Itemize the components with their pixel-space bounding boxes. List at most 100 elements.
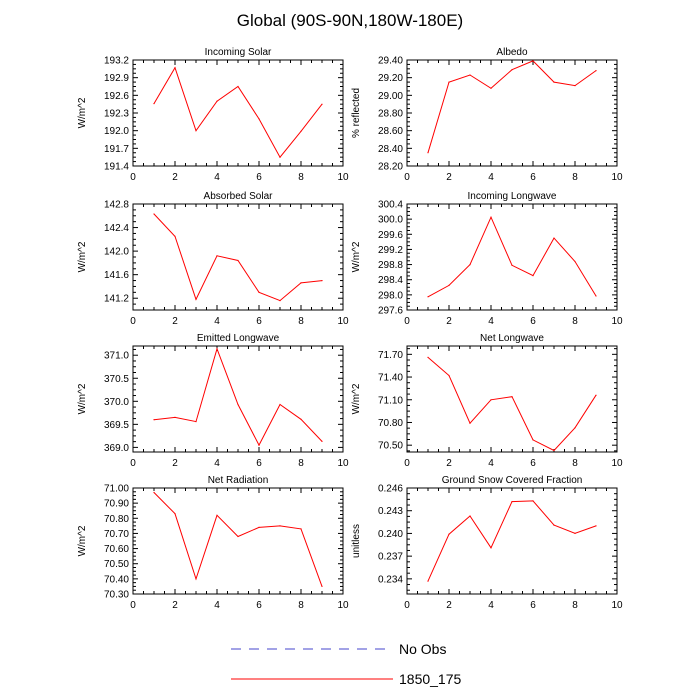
y-tick-label-incoming-longwave: 298.0 [378,290,403,301]
y-tick-label-emitted-longwave: 371.0 [104,351,129,362]
y-tick-label-net-longwave: 70.80 [378,418,403,429]
x-tick-label-albedo: 6 [530,172,536,183]
y-tick-label-net-radiation: 70.90 [104,499,129,510]
chart-ground-snow-covered-fraction: Ground Snow Covered Fraction 0 2 4 6 8 10 0.234… [351,475,623,611]
data-point-net-radiation [279,525,281,527]
data-point-incoming-longwave [553,237,555,239]
x-tick-label-emitted-longwave: 10 [337,458,349,469]
y-axis-label-ground-snow-covered-fraction: unitless [351,524,362,558]
plot-frame-incoming-longwave [406,203,618,311]
y-tick-label-incoming-longwave: 298.4 [378,275,403,286]
data-point-net-longwave [448,374,450,377]
x-tick-label-albedo: 0 [404,172,410,183]
x-tick-label-ground-snow-covered-fraction: 2 [446,600,452,611]
data-point-absorbed-solar [258,291,260,293]
x-tick-label-absorbed-solar: 6 [256,316,262,327]
plot-frame-absorbed-solar [132,203,344,311]
y-tick-label-incoming-longwave: 300.0 [378,215,403,226]
x-tick-label-absorbed-solar: 4 [214,316,220,327]
y-tick-label-incoming-longwave: 299.2 [378,245,403,256]
y-tick-label-albedo: 28.40 [378,144,403,155]
data-point-emitted-longwave [174,416,176,418]
x-tick-label-ground-snow-covered-fraction: 4 [488,600,494,611]
y-tick-label-incoming-longwave: 299.6 [378,230,403,241]
y-tick-label-net-longwave: 71.70 [378,350,403,361]
data-point-emitted-longwave [216,348,218,350]
y-tick-label-net-radiation: 70.50 [104,559,129,570]
data-point-albedo [511,69,513,71]
chart-title-incoming-longwave: Incoming Longwave [468,191,557,202]
data-point-absorbed-solar [195,298,197,300]
x-tick-label-incoming-solar: 0 [130,172,136,183]
x-tick-label-incoming-solar: 8 [298,172,304,183]
x-tick-label-emitted-longwave: 4 [214,458,220,469]
x-tick-label-incoming-longwave: 4 [488,316,494,327]
series-line-absorbed-solar [153,213,323,302]
data-point-net-longwave [427,356,429,358]
legend: No Obs 1850_175 [231,641,462,687]
x-tick-label-emitted-longwave: 8 [298,458,304,469]
y-tick-label-ground-snow-covered-fraction: 0.237 [378,552,403,563]
y-tick-label-incoming-longwave: 297.6 [378,306,403,317]
data-point-ground-snow-covered-fraction [511,501,513,503]
x-tick-label-incoming-solar: 4 [214,172,220,183]
x-tick-label-net-longwave: 10 [611,458,623,469]
plot-frame-net-radiation [132,487,344,595]
plot-frame-incoming-solar [132,59,344,167]
x-tick-label-incoming-longwave: 6 [530,316,536,327]
x-tick-label-emitted-longwave: 2 [172,458,178,469]
x-tick-label-ground-snow-covered-fraction: 6 [530,600,536,611]
data-point-incoming-longwave [427,296,429,298]
data-point-net-radiation [195,578,197,580]
chart-net-radiation: Net Radiation 0 2 4 6 8 10 70.30 70.40 70.50 70.60… [77,475,349,611]
y-tick-label-incoming-solar: 192.6 [104,91,129,102]
y-tick-label-incoming-longwave: 298.8 [378,260,403,271]
plot-frame-net-longwave [406,345,618,453]
y-tick-label-emitted-longwave: 370.5 [104,374,129,385]
series-line-incoming-longwave [427,215,597,298]
data-point-absorbed-solar [300,282,302,284]
x-tick-label-absorbed-solar: 2 [172,316,178,327]
plot-frame-albedo [406,59,618,167]
data-point-net-longwave [574,427,576,429]
data-point-net-radiation [300,528,302,530]
y-tick-label-emitted-longwave: 369.5 [104,420,129,431]
data-point-ground-snow-covered-fraction [448,533,450,535]
data-point-albedo [469,74,471,76]
data-point-incoming-longwave [448,284,450,286]
x-tick-label-emitted-longwave: 0 [130,458,136,469]
y-tick-label-albedo: 29.40 [378,56,403,67]
x-tick-label-incoming-solar: 6 [256,172,262,183]
series-line-net-radiation [153,492,323,587]
y-tick-label-net-radiation: 70.80 [104,514,129,525]
y-tick-label-albedo: 28.20 [378,162,403,173]
x-tick-label-ground-snow-covered-fraction: 0 [404,600,410,611]
data-point-incoming-solar [195,130,197,132]
y-tick-label-albedo: 29.20 [378,73,403,84]
data-point-net-longwave [511,396,513,398]
data-point-albedo [553,81,555,83]
data-point-emitted-longwave [279,403,281,406]
y-tick-label-incoming-solar: 192.3 [104,109,129,120]
legend-label-1850-175: 1850_175 [399,671,462,687]
y-axis-label-incoming-solar: W/m^2 [77,97,88,128]
series-line-albedo [427,60,597,153]
x-tick-label-incoming-solar: 2 [172,172,178,183]
x-tick-label-absorbed-solar: 0 [130,316,136,327]
legend-label-no-obs: No Obs [399,641,446,657]
data-point-ground-snow-covered-fraction [532,500,534,502]
y-tick-label-net-radiation: 70.60 [104,544,129,555]
y-tick-label-net-radiation: 70.40 [104,574,129,585]
data-point-net-radiation [321,585,323,588]
y-tick-label-emitted-longwave: 370.0 [104,397,129,408]
data-point-net-radiation [237,535,239,538]
y-tick-label-absorbed-solar: 141.2 [104,294,129,305]
x-tick-label-ground-snow-covered-fraction: 10 [611,600,623,611]
y-axis-label-net-longwave: W/m^2 [351,383,362,414]
x-tick-label-net-radiation: 0 [130,600,136,611]
series-line-incoming-solar [153,66,323,159]
chart-title-net-longwave: Net Longwave [480,333,544,344]
y-tick-label-incoming-longwave: 300.4 [378,200,403,211]
data-point-albedo [448,81,450,83]
